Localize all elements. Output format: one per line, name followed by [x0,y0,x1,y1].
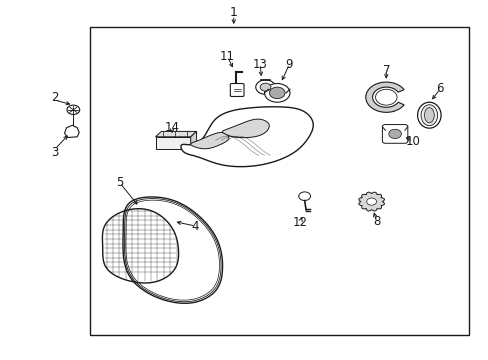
Polygon shape [365,82,403,112]
Bar [155,137,190,149]
Text: 7: 7 [382,64,389,77]
FancyBboxPatch shape [230,84,244,96]
Text: 14: 14 [164,121,179,134]
Text: 12: 12 [292,216,307,229]
Text: 1: 1 [229,6,237,19]
Text: 8: 8 [372,215,380,228]
Polygon shape [155,131,196,137]
Circle shape [255,80,275,94]
Circle shape [366,198,376,205]
Circle shape [388,129,401,139]
Text: 10: 10 [405,135,420,148]
Text: 5: 5 [116,176,123,189]
Polygon shape [190,131,196,149]
Circle shape [375,89,396,105]
Text: 3: 3 [51,146,59,159]
FancyBboxPatch shape [382,125,407,143]
Polygon shape [222,119,269,138]
Circle shape [298,192,310,201]
Bar [90,27,468,335]
Ellipse shape [420,105,437,126]
Text: 4: 4 [191,220,199,233]
Circle shape [264,84,289,102]
Text: 11: 11 [220,50,234,63]
Text: 2: 2 [51,91,59,104]
Text: 13: 13 [252,58,267,71]
Polygon shape [181,107,313,167]
Circle shape [260,83,270,91]
Polygon shape [102,209,178,283]
Text: 9: 9 [285,58,293,71]
Ellipse shape [417,102,440,128]
Ellipse shape [424,108,433,123]
Circle shape [67,105,80,114]
Polygon shape [358,192,384,211]
Text: 6: 6 [435,82,443,95]
Polygon shape [64,125,79,138]
Circle shape [269,87,285,99]
Polygon shape [190,132,228,149]
